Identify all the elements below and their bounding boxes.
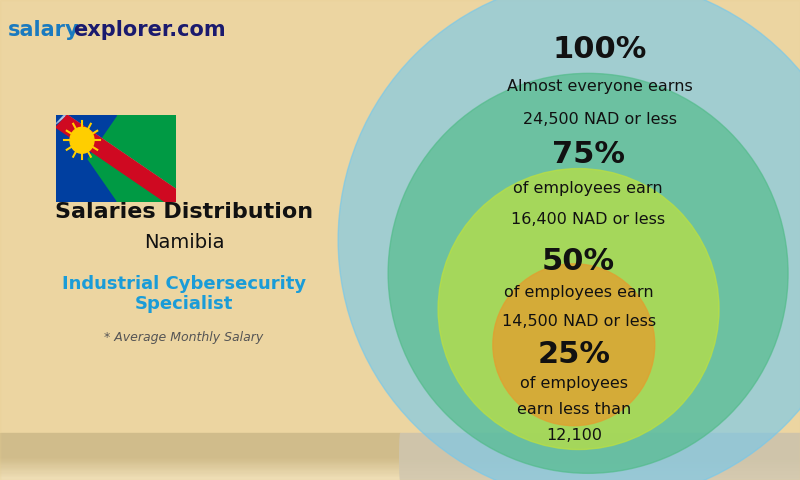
Bar bbox=[400, 447, 800, 471]
Bar bbox=[0, 438, 400, 462]
Bar bbox=[400, 454, 800, 478]
Bar bbox=[400, 433, 800, 457]
Bar bbox=[0, 454, 400, 478]
Polygon shape bbox=[56, 115, 176, 202]
Text: Almost everyone earns: Almost everyone earns bbox=[507, 79, 693, 94]
Bar bbox=[0, 442, 400, 466]
Bar bbox=[0, 436, 400, 460]
Text: 16,400 NAD or less: 16,400 NAD or less bbox=[511, 212, 665, 227]
Text: 100%: 100% bbox=[553, 35, 647, 64]
Text: * Average Monthly Salary: * Average Monthly Salary bbox=[104, 332, 264, 345]
Circle shape bbox=[438, 168, 719, 449]
Bar bbox=[400, 456, 800, 480]
Circle shape bbox=[493, 264, 654, 426]
Text: 50%: 50% bbox=[542, 247, 615, 276]
Bar bbox=[0, 455, 400, 479]
Bar bbox=[0, 443, 400, 467]
Bar bbox=[400, 455, 800, 479]
Bar bbox=[400, 436, 800, 460]
Circle shape bbox=[338, 0, 800, 480]
Text: Specialist: Specialist bbox=[135, 295, 233, 313]
Bar bbox=[0, 439, 400, 463]
Bar bbox=[0, 449, 400, 473]
Text: 12,100: 12,100 bbox=[546, 428, 602, 443]
Bar bbox=[0, 445, 400, 469]
Bar bbox=[400, 442, 800, 466]
Bar bbox=[400, 446, 800, 470]
Text: earn less than: earn less than bbox=[517, 402, 631, 417]
Text: explorer.com: explorer.com bbox=[73, 20, 226, 40]
Bar bbox=[0, 447, 400, 471]
Bar bbox=[400, 444, 800, 468]
Bar bbox=[400, 449, 800, 473]
Text: Industrial Cybersecurity: Industrial Cybersecurity bbox=[62, 275, 306, 293]
Bar bbox=[400, 437, 800, 461]
Polygon shape bbox=[56, 115, 116, 202]
Text: salary: salary bbox=[8, 20, 80, 40]
Bar bbox=[400, 452, 800, 476]
Bar bbox=[0, 446, 400, 470]
Bar bbox=[0, 437, 400, 461]
Bar bbox=[0, 441, 400, 465]
Text: of employees earn: of employees earn bbox=[504, 285, 654, 300]
Bar bbox=[400, 441, 800, 465]
Bar bbox=[0, 444, 400, 468]
Bar bbox=[400, 451, 800, 475]
Circle shape bbox=[70, 127, 94, 153]
Bar bbox=[0, 456, 400, 480]
Bar bbox=[400, 434, 800, 458]
Bar bbox=[0, 451, 400, 475]
Text: 24,500 NAD or less: 24,500 NAD or less bbox=[523, 112, 677, 127]
Polygon shape bbox=[56, 115, 176, 193]
Text: of employees: of employees bbox=[520, 375, 628, 391]
Bar bbox=[0, 434, 400, 458]
Text: Salaries Distribution: Salaries Distribution bbox=[55, 202, 313, 222]
Bar bbox=[400, 445, 800, 469]
Bar bbox=[400, 438, 800, 462]
Text: 25%: 25% bbox=[538, 340, 610, 369]
Text: of employees earn: of employees earn bbox=[514, 181, 663, 196]
Bar bbox=[0, 452, 400, 476]
Bar bbox=[0, 433, 400, 457]
Bar bbox=[0, 450, 400, 474]
Bar bbox=[400, 439, 800, 463]
Circle shape bbox=[388, 73, 788, 473]
Polygon shape bbox=[56, 115, 116, 202]
Bar bbox=[400, 450, 800, 474]
Text: Namibia: Namibia bbox=[144, 232, 224, 252]
Text: 14,500 NAD or less: 14,500 NAD or less bbox=[502, 314, 656, 329]
Bar bbox=[400, 443, 800, 467]
Text: 75%: 75% bbox=[551, 140, 625, 169]
